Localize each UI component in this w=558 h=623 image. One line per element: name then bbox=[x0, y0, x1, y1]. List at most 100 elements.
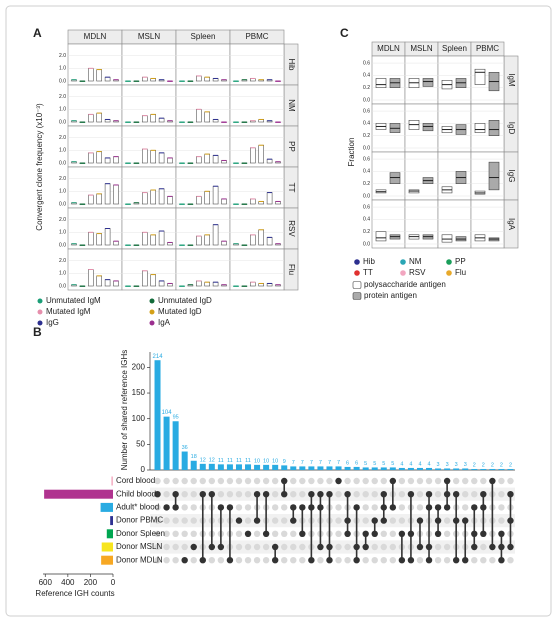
matrix-dot bbox=[471, 557, 478, 564]
legend-label: Mutated IgM bbox=[46, 307, 91, 316]
value-label: 4 bbox=[418, 461, 421, 467]
matrix-dot bbox=[163, 504, 170, 511]
value-label: 7 bbox=[292, 460, 295, 466]
matrix-dot bbox=[299, 543, 306, 551]
value-label: 11 bbox=[245, 458, 251, 464]
matrix-dot bbox=[344, 557, 351, 564]
matrix-dot bbox=[371, 557, 378, 564]
bar bbox=[245, 464, 252, 470]
matrix-dot bbox=[335, 530, 342, 537]
matrix-dot bbox=[434, 477, 442, 485]
legend-label: protein antigen bbox=[364, 291, 417, 300]
value-label: 5 bbox=[391, 461, 394, 467]
box bbox=[88, 68, 94, 82]
box bbox=[96, 112, 102, 123]
bar bbox=[154, 360, 161, 470]
y-tick-label: 0.4 bbox=[363, 121, 370, 127]
matrix-dot bbox=[172, 543, 179, 551]
y-tick-label: 0.2 bbox=[363, 85, 370, 91]
y-tick-label: 0 bbox=[141, 465, 146, 474]
set-label: Child blood bbox=[116, 489, 156, 498]
matrix-dot bbox=[434, 491, 442, 498]
box bbox=[266, 237, 273, 246]
matrix-dot bbox=[217, 477, 225, 485]
matrix-dot bbox=[344, 543, 351, 551]
matrix-dot bbox=[271, 477, 279, 485]
matrix-dot bbox=[434, 557, 442, 564]
row-label: NM bbox=[287, 99, 296, 112]
matrix-dot bbox=[471, 504, 478, 511]
bar bbox=[217, 464, 224, 470]
matrix-dot bbox=[480, 557, 487, 564]
box bbox=[488, 161, 500, 191]
matrix-dot bbox=[389, 517, 397, 524]
facet-panel bbox=[229, 207, 285, 250]
bar bbox=[317, 466, 324, 470]
facet-panel bbox=[67, 248, 123, 291]
legend-label: RSV bbox=[409, 268, 426, 277]
y-tick-label: 0.2 bbox=[363, 133, 370, 139]
legend-marker bbox=[446, 259, 452, 265]
matrix-dot bbox=[389, 543, 397, 551]
value-label: 5 bbox=[373, 461, 376, 467]
value-label: 4 bbox=[427, 461, 430, 467]
matrix-dot bbox=[281, 530, 288, 537]
matrix-dot bbox=[271, 504, 279, 511]
matrix-dot bbox=[416, 491, 424, 498]
y-tick-label: 0.0 bbox=[59, 78, 66, 84]
matrix-dot bbox=[407, 477, 415, 485]
box bbox=[96, 275, 102, 287]
legend-label: NM bbox=[409, 257, 422, 266]
bar bbox=[190, 460, 197, 470]
legend-marker bbox=[149, 309, 155, 315]
matrix-dot bbox=[163, 543, 170, 551]
matrix-dot bbox=[362, 517, 369, 524]
value-label: 4 bbox=[409, 461, 412, 467]
bar bbox=[371, 467, 378, 470]
box bbox=[196, 280, 202, 287]
y-tick-label: 0.0 bbox=[59, 283, 66, 289]
matrix-dot bbox=[299, 504, 306, 511]
box bbox=[96, 69, 102, 82]
matrix-dot bbox=[317, 477, 324, 485]
matrix-dot bbox=[181, 543, 188, 551]
value-label: 2 bbox=[473, 462, 476, 468]
legend-marker bbox=[354, 270, 360, 276]
box bbox=[88, 269, 94, 287]
y-tick-label: 0.2 bbox=[363, 181, 370, 187]
y-tick-label: 0.0 bbox=[363, 193, 370, 199]
x-tick-label: 400 bbox=[61, 578, 75, 587]
box bbox=[158, 230, 165, 246]
box bbox=[150, 114, 156, 123]
matrix-dot bbox=[353, 504, 360, 511]
matrix-dot bbox=[190, 543, 197, 551]
matrix-dot bbox=[290, 543, 297, 551]
box bbox=[212, 224, 219, 246]
matrix-dot bbox=[181, 557, 188, 564]
x-tick-label: 200 bbox=[84, 578, 98, 587]
bar bbox=[426, 467, 433, 470]
matrix-dot bbox=[244, 504, 252, 511]
set-label: Donor Spleen bbox=[116, 529, 165, 538]
value-label: 104 bbox=[162, 410, 173, 416]
value-label: 10 bbox=[272, 458, 278, 464]
matrix-dot bbox=[308, 477, 315, 485]
box bbox=[474, 68, 486, 85]
matrix-dot bbox=[299, 557, 306, 564]
box bbox=[441, 234, 453, 243]
box bbox=[474, 123, 486, 133]
bar bbox=[471, 468, 478, 470]
bar bbox=[263, 464, 270, 470]
box bbox=[212, 155, 219, 164]
facet-panel bbox=[175, 166, 231, 209]
row-label: Flu bbox=[287, 264, 296, 275]
matrix-dot bbox=[489, 557, 496, 564]
value-label: 2 bbox=[491, 462, 494, 468]
matrix-dot bbox=[208, 477, 216, 485]
bar bbox=[181, 451, 188, 470]
box bbox=[204, 76, 210, 82]
row-label: RSV bbox=[287, 220, 296, 237]
matrix-dot bbox=[362, 477, 369, 485]
value-label: 6 bbox=[355, 460, 358, 466]
